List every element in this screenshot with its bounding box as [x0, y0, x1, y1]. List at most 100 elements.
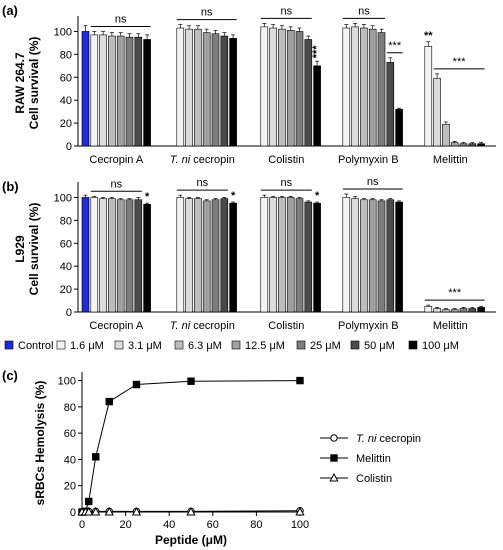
- bar: [269, 197, 277, 313]
- y-axis-label: RAW 264.7Cell survival (%): [13, 37, 41, 130]
- bar: [185, 198, 193, 313]
- y-tick-label: 40: [60, 95, 72, 107]
- bar: [433, 308, 441, 313]
- y-tick-label: 60: [60, 238, 72, 250]
- group-label: Polymyxin B: [338, 320, 399, 332]
- bar: [304, 201, 313, 313]
- bar: [125, 199, 134, 313]
- bar: [229, 38, 237, 147]
- legend-swatch: [296, 340, 306, 350]
- data-point: [91, 506, 101, 516]
- bar: [202, 200, 211, 313]
- y-tick-label: 80: [64, 402, 76, 414]
- significance-label: ns: [367, 176, 379, 188]
- y-tick-label: 20: [60, 118, 72, 130]
- legend-label: 50 μM: [364, 340, 395, 352]
- y-axis-label: sRBCs Hemolysis (%): [33, 381, 47, 506]
- bar: [176, 27, 185, 147]
- y-tick-label: 0: [70, 507, 76, 519]
- legend-swatch: [114, 340, 124, 350]
- bar: [295, 198, 304, 313]
- legend-label: 100 μM: [422, 340, 459, 352]
- bar: [211, 33, 220, 147]
- x-tick-label: 80: [250, 519, 262, 531]
- bar: [143, 39, 151, 147]
- panel-a: (a) RAW 264.7Cell survival (%) 0 20 40 60 80 10…: [2, 3, 496, 166]
- bar: [81, 197, 90, 313]
- legend-label: Colistin: [356, 473, 392, 485]
- bar: [211, 199, 220, 313]
- data-point: [84, 506, 94, 516]
- x-tick-label: 40: [163, 519, 175, 531]
- group-label: Cecropin A: [89, 320, 143, 332]
- x-tick-label: 0: [79, 519, 85, 531]
- bar: [260, 197, 269, 313]
- y-axis-label-line1: RAW 264.7: [13, 52, 27, 114]
- x-tick-label: 20: [119, 519, 131, 531]
- bar: [368, 199, 377, 313]
- legend-label-rest: cecropin: [376, 433, 421, 445]
- bar: [278, 197, 286, 313]
- legend-marker: [330, 454, 338, 462]
- y-tick-label: 20: [60, 284, 72, 296]
- legend-swatch: [408, 340, 418, 350]
- bar: [90, 197, 99, 313]
- group-label: Colistin: [268, 154, 304, 166]
- data-point: [186, 506, 196, 516]
- bar: [220, 198, 229, 313]
- bar: [395, 201, 403, 313]
- panel-label: (a): [2, 3, 18, 18]
- legend-label-italic: T. ni: [356, 433, 377, 445]
- bar: [202, 32, 211, 147]
- data-point: [92, 453, 100, 461]
- y-tick-label: 20: [64, 481, 76, 493]
- bar: [286, 30, 295, 147]
- bar: [194, 28, 202, 147]
- legend: Control 1.6 μM 3.1 μM 6.3 μM 12.5 μM 25 μM 50 …: [4, 340, 459, 352]
- group-label-italic: T. ni: [170, 154, 191, 166]
- bar: [459, 308, 468, 313]
- bar: [108, 35, 116, 147]
- y-tick-label: 60: [64, 428, 76, 440]
- legend-label: Melittin: [356, 453, 391, 465]
- y-axis-label: L929Cell survival (%): [13, 203, 41, 296]
- bar: [368, 28, 377, 147]
- legend-label: 12.5 μM: [245, 340, 285, 352]
- legend-swatch: [231, 340, 241, 350]
- bar: [351, 26, 359, 147]
- legend-label: 3.1 μM: [128, 340, 162, 352]
- bar: [386, 199, 395, 313]
- y-tick-label: 80: [60, 215, 72, 227]
- y-tick-label: 40: [60, 261, 72, 273]
- legend-swatch: [174, 340, 184, 350]
- bar: [286, 197, 295, 313]
- bar: [134, 199, 143, 313]
- data-point: [105, 397, 113, 406]
- bar-significance-label: ***: [311, 45, 323, 59]
- bar: [260, 26, 269, 147]
- significance-label: ns: [280, 177, 292, 189]
- y-tick-label: 100: [54, 26, 72, 38]
- significance-label: ns: [110, 178, 122, 190]
- bar: [295, 31, 304, 147]
- bar: [81, 31, 90, 147]
- group-label-italic: T. ni: [170, 320, 191, 332]
- significance-label: ns: [358, 5, 370, 17]
- group-label: Colistin: [268, 320, 304, 332]
- bar: [351, 198, 359, 313]
- x-axis-label: Peptide (μM): [155, 533, 227, 547]
- bar: [134, 36, 143, 147]
- group-label: Melittin: [433, 320, 468, 332]
- legend-swatch: [4, 340, 14, 350]
- group-label: Cecropin A: [89, 154, 143, 166]
- legend-label: Control: [18, 340, 53, 352]
- bar: [143, 204, 151, 313]
- bar-significance-label: *: [145, 191, 150, 203]
- legend-label: 6.3 μM: [188, 340, 222, 352]
- y-axis-label-line1: L929: [13, 235, 27, 263]
- bar: [450, 309, 459, 313]
- bar: [459, 143, 468, 147]
- significance-label: ns: [280, 5, 292, 17]
- bar: [116, 199, 125, 313]
- significance-label: ns: [201, 7, 213, 19]
